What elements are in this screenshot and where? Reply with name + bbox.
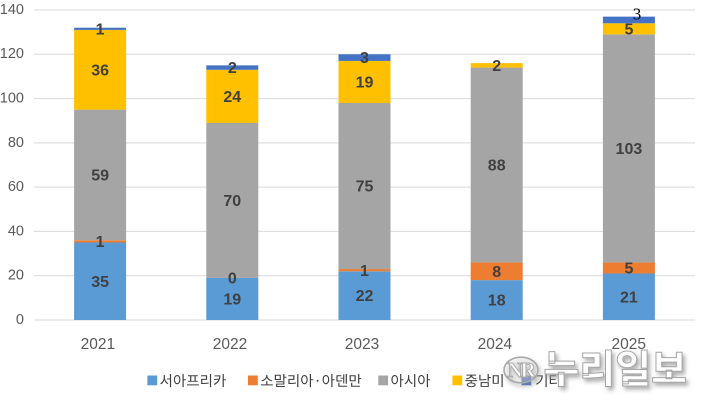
- svg-text:1: 1: [360, 263, 369, 280]
- svg-text:3: 3: [360, 50, 369, 67]
- svg-text:8: 8: [492, 264, 501, 281]
- svg-text:2024: 2024: [478, 336, 513, 353]
- svg-text:18: 18: [488, 293, 506, 310]
- svg-text:2: 2: [228, 60, 237, 77]
- svg-text:80: 80: [8, 135, 24, 151]
- svg-text:2022: 2022: [213, 336, 247, 353]
- svg-text:24: 24: [223, 89, 241, 106]
- svg-text:1: 1: [96, 21, 105, 38]
- svg-text:2023: 2023: [345, 336, 379, 353]
- svg-text:21: 21: [620, 289, 638, 306]
- svg-text:70: 70: [223, 193, 241, 210]
- svg-text:1: 1: [96, 234, 105, 251]
- svg-text:59: 59: [91, 168, 109, 185]
- svg-text:60: 60: [8, 179, 24, 195]
- svg-text:88: 88: [488, 158, 506, 175]
- svg-text:2025: 2025: [611, 336, 645, 353]
- svg-text:20: 20: [8, 268, 24, 284]
- svg-text:35: 35: [91, 274, 109, 291]
- svg-text:120: 120: [0, 46, 24, 62]
- svg-text:3: 3: [633, 5, 642, 24]
- svg-text:0: 0: [228, 271, 237, 288]
- svg-text:5: 5: [624, 261, 633, 278]
- svg-text:19: 19: [356, 75, 374, 92]
- svg-text:103: 103: [616, 141, 643, 158]
- svg-text:19: 19: [223, 292, 241, 309]
- svg-text:NR: NR: [507, 358, 536, 382]
- svg-text:36: 36: [91, 62, 109, 79]
- svg-text:75: 75: [356, 179, 374, 196]
- svg-text:0: 0: [16, 312, 24, 328]
- svg-text:100: 100: [0, 91, 24, 107]
- svg-text:5: 5: [624, 21, 633, 38]
- svg-text:22: 22: [356, 288, 374, 305]
- svg-text:2: 2: [492, 58, 501, 75]
- svg-text:2021: 2021: [81, 336, 115, 353]
- svg-text:40: 40: [8, 223, 24, 239]
- svg-text:140: 140: [0, 2, 24, 18]
